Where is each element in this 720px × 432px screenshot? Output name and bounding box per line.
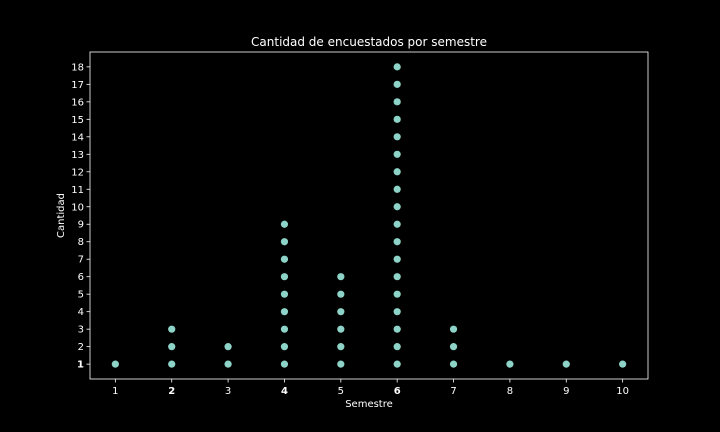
data-point	[449, 325, 458, 333]
chart-title: Cantidad de encuestados por semestre	[251, 35, 487, 49]
y-tick-label: 3	[78, 325, 84, 336]
data-point	[337, 273, 345, 281]
y-tick-label: 15	[71, 115, 84, 126]
data-point	[393, 185, 401, 193]
data-point	[393, 150, 401, 158]
data-point	[393, 255, 401, 263]
x-tick-label: 5	[338, 386, 344, 397]
data-point	[393, 220, 401, 228]
y-tick-label: 18	[71, 62, 84, 73]
y-tick-label: 9	[78, 220, 84, 231]
data-point	[280, 255, 289, 263]
data-point	[280, 238, 289, 246]
data-point	[280, 360, 289, 368]
y-tick-label: 5	[78, 290, 84, 301]
data-point	[393, 98, 401, 106]
y-tick-label: 7	[78, 255, 84, 266]
y-tick-label: 17	[71, 80, 84, 91]
x-axis-ticks: 1 2 3 4 5 6 7 8 9 10	[112, 379, 629, 397]
x-tick-label: 10	[616, 386, 629, 397]
y-tick-label: 6	[78, 272, 84, 283]
data-point	[111, 360, 119, 368]
data-point	[393, 63, 401, 71]
data-point	[506, 360, 514, 368]
y-tick-label: 8	[78, 237, 84, 248]
data-point	[280, 343, 289, 351]
y-tick-label: 2	[78, 342, 84, 353]
data-point	[449, 343, 458, 351]
x-tick-label: 1	[112, 386, 118, 397]
x-tick-label: 3	[225, 386, 231, 397]
data-point	[224, 343, 232, 351]
y-tick-label: 1	[77, 360, 84, 371]
data-point	[619, 360, 627, 368]
data-point	[393, 343, 401, 351]
data-point	[337, 308, 345, 316]
data-points	[111, 63, 627, 368]
data-point	[393, 290, 401, 298]
data-point	[393, 325, 401, 333]
data-point	[393, 80, 401, 88]
data-point	[393, 308, 401, 316]
data-point	[337, 290, 345, 298]
x-tick-label: 9	[563, 386, 569, 397]
y-tick-label: 10	[71, 202, 84, 213]
x-tick-label: 7	[450, 386, 456, 397]
y-tick-label: 14	[71, 132, 84, 143]
y-axis-label: Cantidad	[56, 193, 67, 238]
data-point	[168, 360, 176, 368]
x-tick-label: 6	[394, 386, 401, 397]
data-point	[393, 360, 401, 368]
data-point	[280, 273, 289, 281]
data-point	[280, 290, 289, 298]
data-point	[393, 203, 401, 211]
y-tick-label: 13	[71, 150, 84, 161]
data-point	[168, 343, 176, 351]
data-point	[393, 168, 401, 176]
data-point	[224, 360, 232, 368]
data-point	[449, 360, 458, 368]
data-point	[168, 325, 176, 333]
data-point	[393, 238, 401, 246]
plot-area-frame	[89, 51, 649, 380]
data-point	[393, 133, 401, 141]
data-point	[393, 273, 401, 281]
data-point	[280, 308, 289, 316]
data-point	[337, 360, 345, 368]
data-point	[280, 325, 289, 333]
y-tick-label: 4	[78, 307, 84, 318]
data-point	[280, 220, 289, 228]
y-tick-label: 16	[71, 97, 84, 108]
data-point	[393, 115, 401, 123]
data-point	[337, 343, 345, 351]
x-tick-label: 8	[507, 386, 513, 397]
y-tick-label: 12	[71, 167, 84, 178]
x-axis-label: Semestre	[345, 399, 393, 410]
x-tick-label: 4	[281, 386, 288, 397]
data-point	[337, 325, 345, 333]
y-tick-label: 11	[71, 185, 84, 196]
data-point	[562, 360, 570, 368]
x-tick-label: 2	[168, 386, 175, 397]
